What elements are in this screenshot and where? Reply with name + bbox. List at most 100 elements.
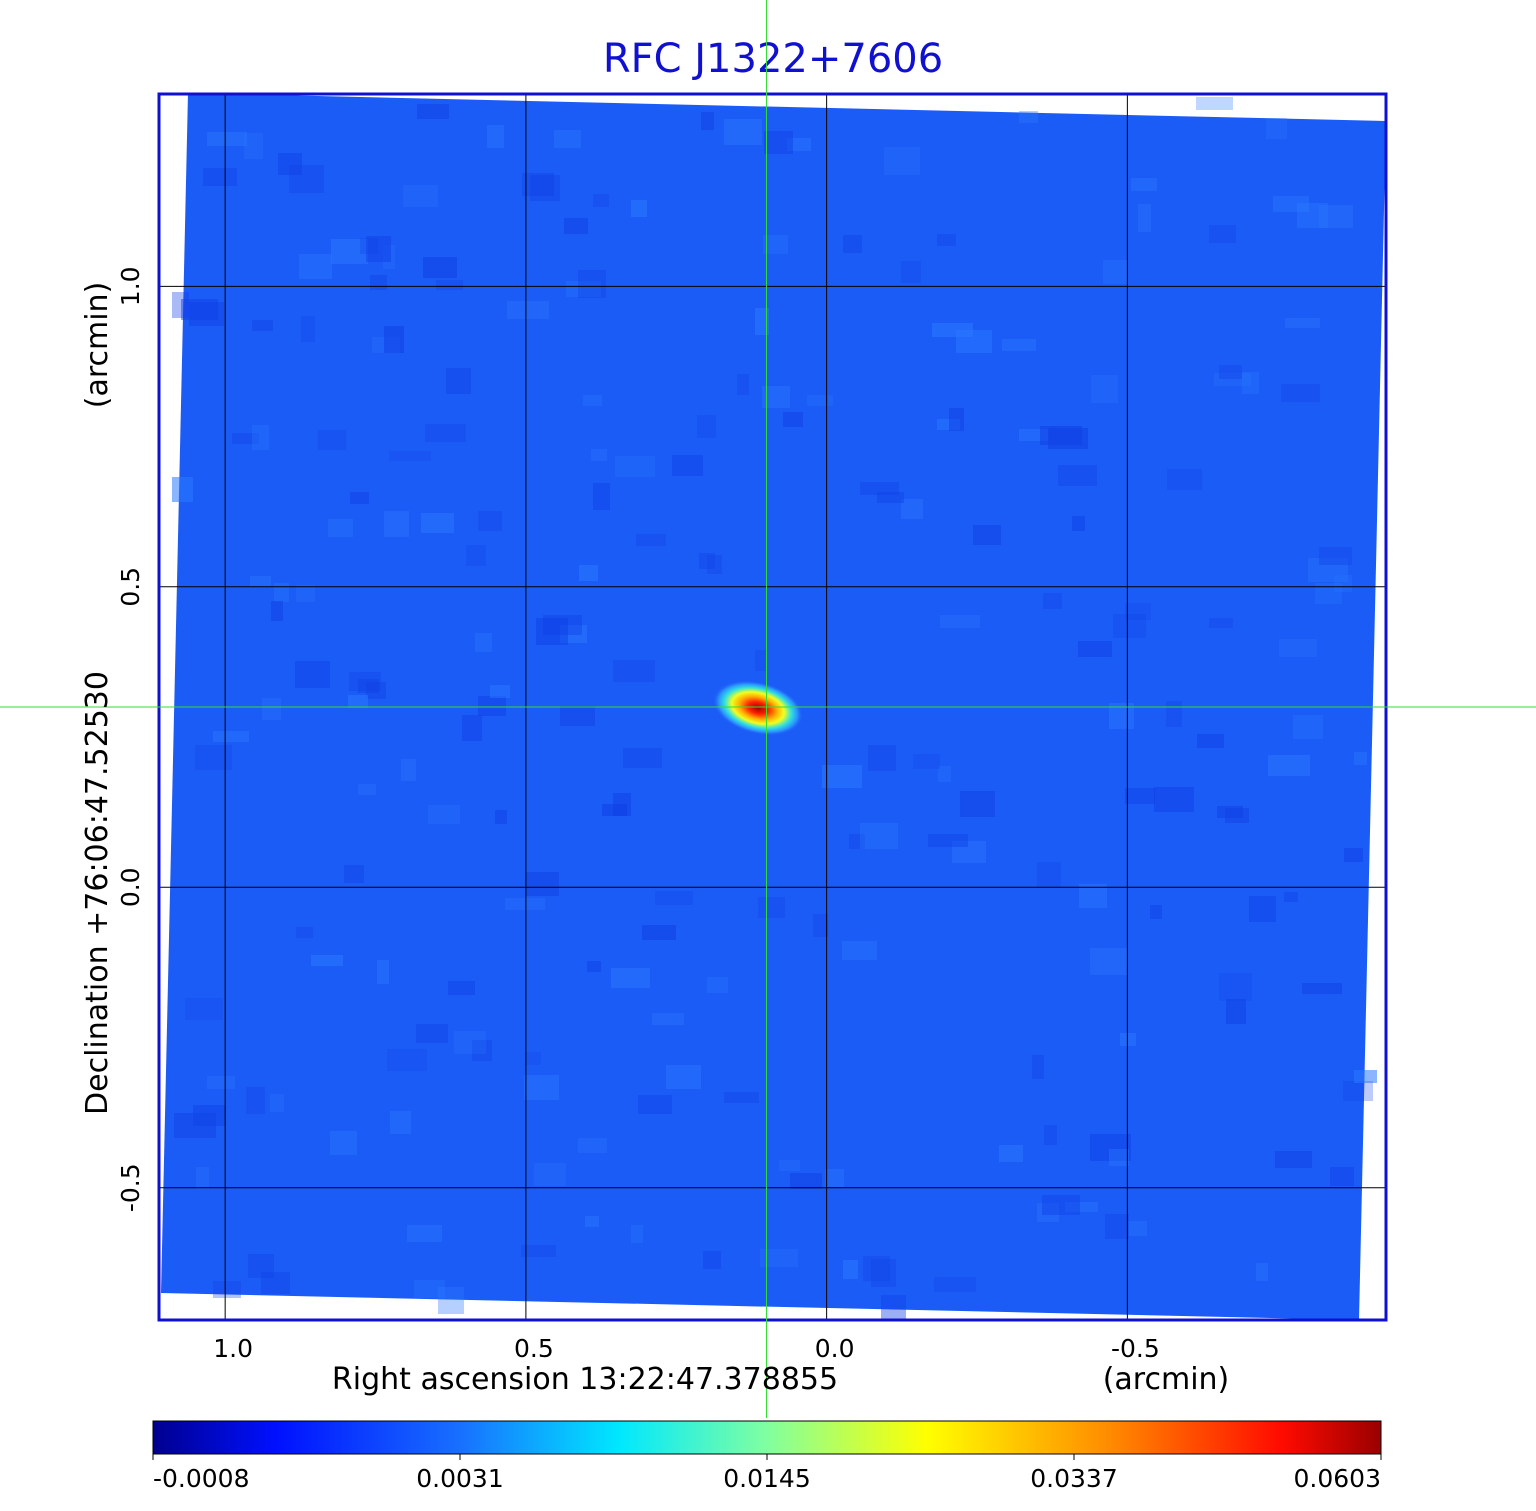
noise-patch: [999, 1145, 1023, 1162]
noise-patch: [390, 1111, 411, 1134]
noise-patch: [1249, 896, 1276, 922]
noise-patch: [638, 1095, 672, 1114]
noise-patch: [583, 395, 602, 406]
noise-patch: [960, 791, 995, 817]
noise-patch: [521, 1245, 556, 1257]
noise-patch: [763, 235, 788, 254]
noise-patch: [737, 374, 749, 395]
noise-patch: [472, 1040, 492, 1061]
noise-patch: [842, 941, 877, 960]
x-tick-label: 1.0: [213, 1334, 253, 1363]
noise-patch: [755, 650, 767, 671]
noise-patch: [1154, 787, 1194, 812]
noise-patch: [707, 977, 728, 993]
noise-patch: [1090, 1134, 1131, 1161]
noise-patch: [1273, 196, 1309, 212]
noise-patch: [207, 1076, 235, 1089]
noise-patch: [189, 302, 224, 326]
x-tick-label: 0.5: [514, 1334, 554, 1363]
colorbar-tick-label: 0.0603: [1294, 1464, 1381, 1493]
noise-patch: [578, 1138, 607, 1153]
noise-patch: [579, 565, 598, 581]
noise-patch: [1125, 603, 1151, 620]
noise-patch: [1308, 558, 1348, 582]
noise-patch: [478, 511, 502, 531]
noise-patch: [652, 1013, 684, 1025]
noise-patch: [825, 1169, 844, 1187]
noise-patch: [185, 998, 223, 1020]
noise-patch: [366, 236, 391, 262]
noise-patch: [613, 793, 631, 816]
noise-patch: [1042, 1195, 1080, 1215]
noise-patch: [475, 633, 492, 652]
y-tick-labels: 1.0 0.5 0.0 -0.5: [116, 266, 145, 1212]
colorbar-tick-label: -0.0008: [153, 1464, 250, 1493]
x-tick-label: -0.5: [1111, 1334, 1160, 1363]
noise-patch: [613, 660, 655, 682]
noise-patch: [1284, 892, 1298, 902]
noise-patch: [246, 1087, 265, 1114]
y-tick-label: 0.0: [116, 867, 145, 907]
noise-patch: [301, 316, 315, 342]
noise-patch: [1079, 884, 1107, 908]
noise-patch: [707, 555, 722, 574]
noise-patch: [807, 395, 833, 406]
noise-patch: [1044, 1125, 1057, 1145]
noise-patch: [642, 925, 676, 940]
noise-patch: [366, 682, 386, 699]
noise-patch: [416, 1024, 448, 1043]
noise-patch: [296, 927, 313, 938]
noise-patch: [270, 1094, 284, 1112]
noise-patch: [1037, 862, 1061, 887]
noise-patch: [311, 955, 343, 966]
noise-patch: [1275, 1151, 1312, 1168]
noise-patch: [937, 234, 956, 246]
noise-patch: [349, 672, 381, 691]
noise-patch: [566, 281, 601, 297]
noise-patch: [1266, 118, 1287, 139]
y-tick-label: 0.5: [116, 567, 145, 607]
noise-patch: [318, 430, 346, 450]
radio-source: [712, 680, 804, 736]
noise-patch: [428, 805, 460, 824]
noise-patch: [585, 1216, 599, 1227]
colorbar-tick-label: 0.0337: [1030, 1464, 1117, 1493]
noise-patch: [446, 368, 471, 394]
noise-patch: [1019, 111, 1038, 123]
noise-patch: [448, 981, 475, 995]
noise-patch: [901, 261, 921, 283]
noise-patch: [871, 1259, 896, 1287]
noise-patch: [403, 185, 438, 207]
noise-patch: [1214, 373, 1251, 386]
noise-patch: [387, 1049, 427, 1071]
noise-patch: [587, 961, 601, 972]
noise-patch: [1242, 372, 1259, 394]
noise-patch: [466, 545, 486, 566]
noise-patch: [1109, 1149, 1129, 1166]
noise-patch: [377, 960, 389, 984]
noise-patch: [1150, 905, 1162, 919]
noise-patch: [1209, 618, 1233, 628]
noise-patch: [703, 1251, 721, 1269]
noise-patch: [213, 1281, 241, 1298]
noise-patch: [1002, 339, 1036, 351]
noise-patch: [764, 131, 793, 154]
noise-patch: [779, 1160, 800, 1171]
y-tick-label: -0.5: [116, 1163, 145, 1212]
noise-patch: [407, 1225, 442, 1242]
noise-patch: [1091, 375, 1118, 403]
noise-patch: [1334, 575, 1352, 592]
noise-patch: [358, 784, 376, 795]
noise-patch: [203, 168, 237, 186]
noise-patch: [543, 615, 582, 635]
noise-patch: [1103, 260, 1127, 284]
x-axis-unit: (arcmin): [1103, 1362, 1230, 1397]
noise-patch: [172, 292, 189, 318]
noise-patch: [232, 433, 259, 444]
noise-patch: [328, 519, 353, 537]
noise-patch: [1043, 593, 1062, 609]
noise-patch: [1219, 973, 1252, 1001]
noise-patch: [701, 112, 714, 130]
noise-patch: [1072, 516, 1085, 531]
noise-patch: [593, 483, 610, 510]
